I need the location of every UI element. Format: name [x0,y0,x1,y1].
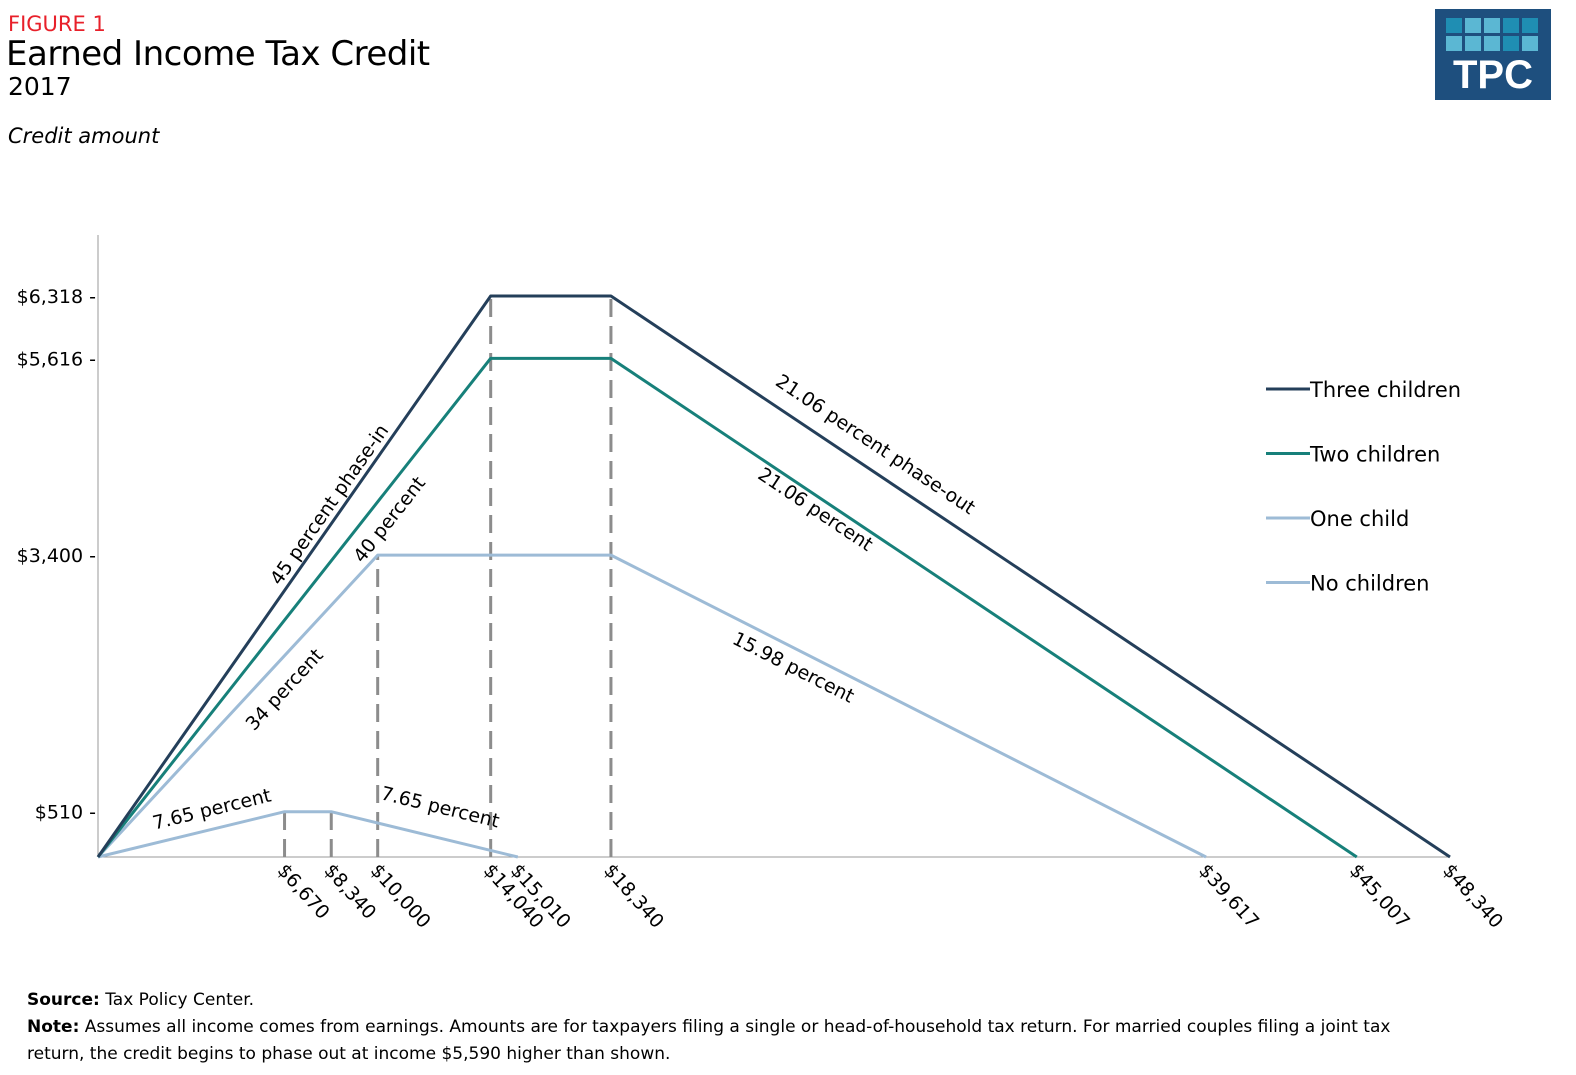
series-line-one-child [96,553,1207,859]
note: Note: Assumes all income comes from earn… [27,1017,1391,1064]
y-tick-label: $5,616 - [17,348,96,370]
x-tick-label: $45,007 [1345,860,1414,933]
chart-title: Earned Income Tax Credit [6,34,430,74]
line-annotation: 21.06 percent [754,463,877,555]
legend-label: Two children [1309,443,1440,467]
series-line-no-children [97,810,519,859]
legend-label: Three children [1309,378,1461,402]
x-tick-label: $10,000 [366,860,435,933]
figure-label: FIGURE 1 [8,12,106,36]
x-tick-label: $39,617 [1194,860,1263,933]
y-axis-title: Credit amount [8,124,160,148]
legend-label: One child [1310,507,1409,531]
x-tick-label: $18,340 [599,860,668,933]
tpc-logo: TPC [1435,9,1551,100]
series-line-three-children [96,294,1451,859]
logo-text: TPC [1453,53,1533,97]
source-note: Source: Tax Policy Center. [27,990,255,1010]
y-tick-label: $3,400 - [17,545,96,567]
x-tick-label: $48,340 [1438,860,1507,933]
line-annotation: 15.98 percent [729,628,858,708]
line-annotation: 7.65 percent [150,784,273,834]
line-annotation: 7.65 percent [379,783,502,833]
logo-grid-icon [1446,18,1538,51]
footnotes: Source: Tax Policy Center. Note: Assumes… [27,987,1407,1068]
series-line-two-children [96,356,1358,859]
chart-subtitle: 2017 [8,72,72,101]
chart: $6,318 -$5,616 -$3,400 -$510 -$6,670$8,3… [17,235,1507,933]
y-tick-label: $510 - [35,802,96,824]
legend-label: No children [1310,572,1430,596]
y-tick-label: $6,318 - [17,286,96,308]
